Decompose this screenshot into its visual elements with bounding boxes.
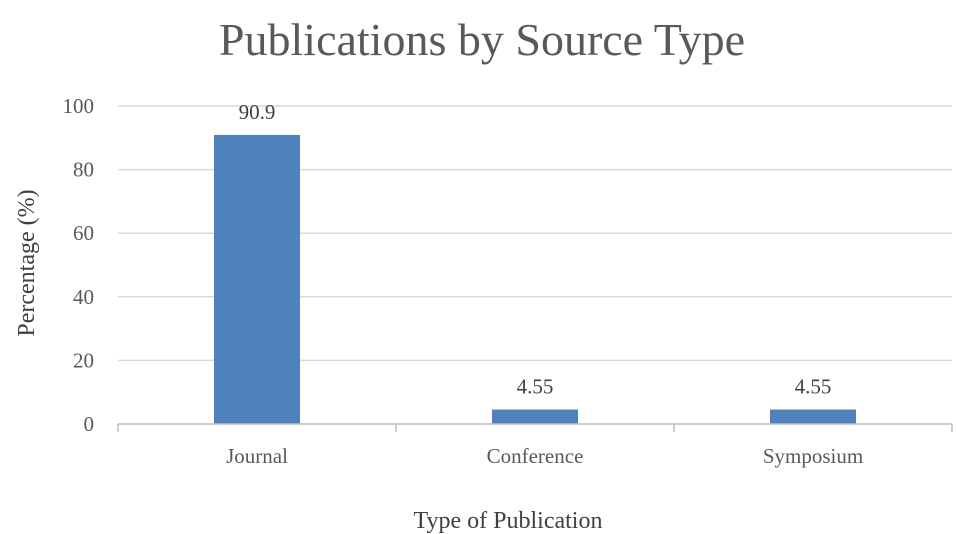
x-axis-title: Type of Publication: [414, 508, 603, 534]
bar-symposium: [770, 409, 856, 424]
data-label-journal: 90.9: [239, 100, 276, 124]
y-axis-ticks: 0 20 40 60 80 100: [63, 94, 95, 436]
bars: [214, 134, 856, 425]
data-label-symposium: 4.55: [795, 375, 832, 399]
x-axis-ticks: Journal Conference Symposium: [117, 424, 953, 468]
bar-journal: [214, 134, 300, 425]
x-tick-label-conference: Conference: [487, 444, 584, 468]
y-axis-title: Percentage (%): [14, 189, 40, 336]
chart-title: Publications by Source Type: [219, 14, 745, 65]
y-tick-label: 40: [73, 285, 94, 309]
y-tick-label: 60: [73, 221, 94, 245]
data-labels: 90.9 4.55 4.55: [239, 100, 832, 399]
y-tick-label: 100: [63, 94, 95, 118]
y-tick-label: 0: [84, 412, 95, 436]
bar-conference: [492, 409, 578, 424]
x-tick-label-journal: Journal: [226, 444, 288, 468]
x-tick-label-symposium: Symposium: [763, 444, 863, 468]
y-tick-label: 80: [73, 158, 94, 182]
data-label-conference: 4.55: [517, 375, 554, 399]
y-tick-label: 20: [73, 348, 94, 372]
